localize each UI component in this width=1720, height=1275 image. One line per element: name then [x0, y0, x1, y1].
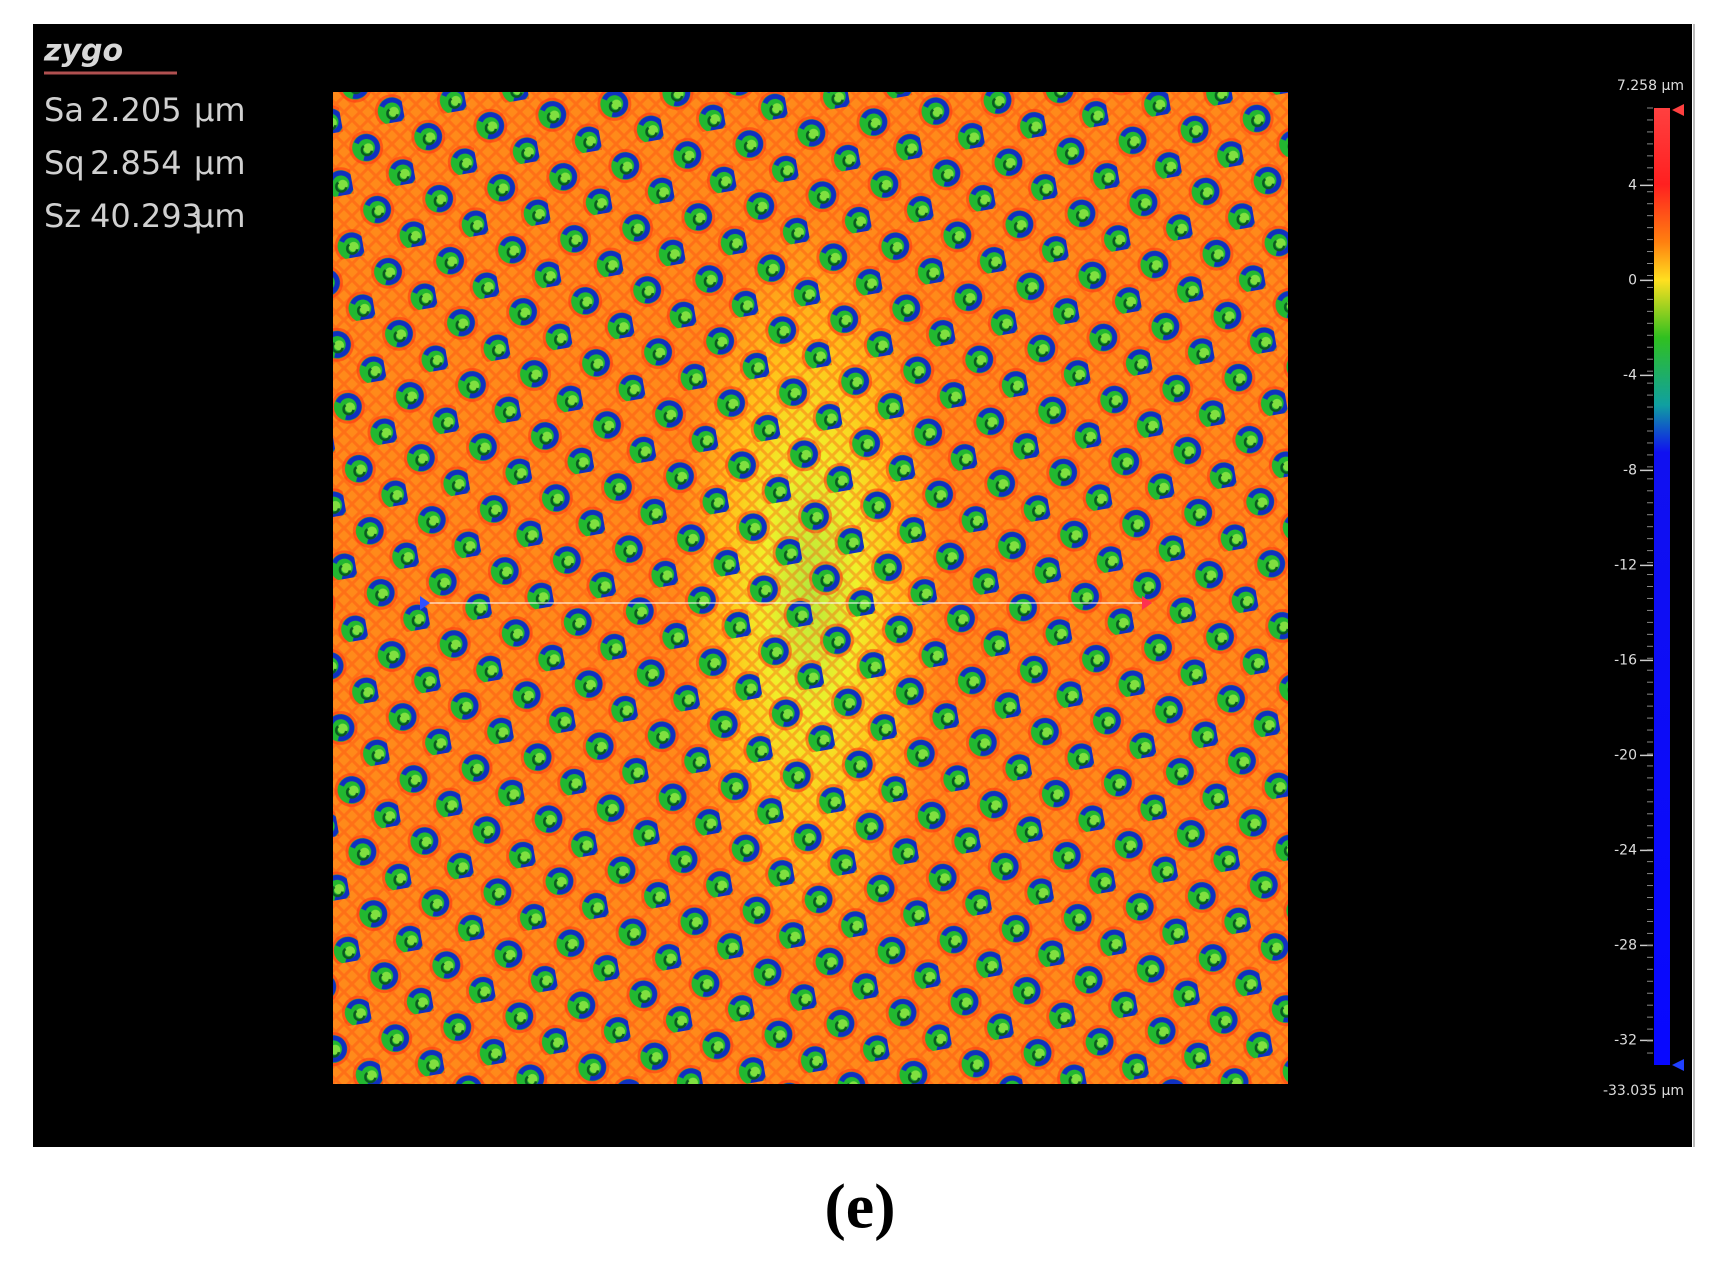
colorbar-max-label: 7.258 µm	[1617, 78, 1684, 94]
stat-label: Sq	[44, 144, 85, 182]
colorbar	[1654, 108, 1670, 1065]
colorbar-tick-label: 0	[1628, 272, 1637, 288]
colorbar-tick-label: -24	[1614, 842, 1637, 858]
stat-unit: µm	[194, 144, 246, 182]
stat-value: 2.205	[90, 91, 182, 129]
profile-start-marker	[420, 596, 430, 610]
stat-label: Sz	[44, 197, 81, 235]
stat-value: 2.854	[90, 144, 182, 182]
caption: (e)	[824, 1171, 895, 1242]
height-map-features	[333, 92, 1288, 1084]
colorbar-tick-label: -20	[1614, 747, 1637, 763]
colorbar-tick-label: -16	[1614, 652, 1637, 668]
colorbar-max-marker	[1672, 104, 1684, 116]
colorbar-tick-label: 4	[1628, 177, 1637, 193]
colorbar-tick-label: -4	[1623, 367, 1637, 383]
logo: zygo	[43, 34, 123, 69]
colorbar-tick-label: -28	[1614, 937, 1637, 953]
profile-end-marker	[1142, 596, 1152, 610]
colorbar-axis: 4 0 -4 -8 -12 -16 -20 -24 -28 -32	[1614, 107, 1653, 1054]
colorbar-tick-label: -12	[1614, 557, 1637, 573]
colorbar-min-marker	[1672, 1059, 1684, 1071]
colorbar-min-label: -33.035 µm	[1603, 1083, 1684, 1099]
colorbar-tick-label: -8	[1623, 462, 1637, 478]
colorbar-tick-label: -32	[1614, 1032, 1637, 1048]
stat-value: 40.293	[90, 197, 202, 235]
stat-label: Sa	[44, 91, 84, 129]
stat-unit: µm	[194, 197, 246, 235]
height-map	[333, 92, 1288, 1084]
stat-unit: µm	[194, 91, 246, 129]
